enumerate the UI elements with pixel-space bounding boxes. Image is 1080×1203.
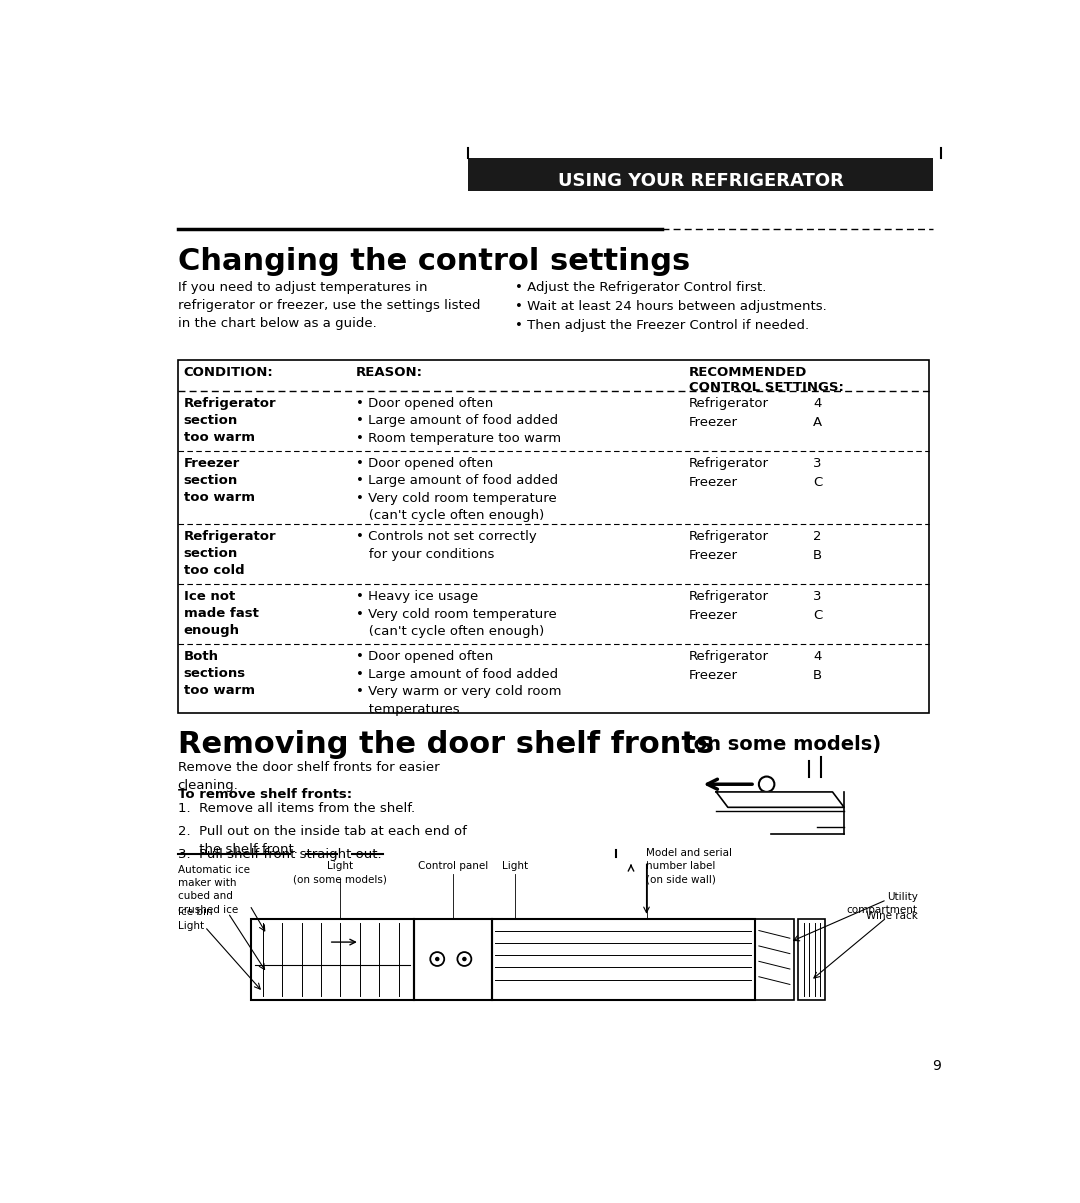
Text: 3
C: 3 C <box>813 457 822 488</box>
Text: Refrigerator
Freezer: Refrigerator Freezer <box>689 397 769 429</box>
Text: Both
sections
too warm: Both sections too warm <box>184 651 255 698</box>
Text: Light: Light <box>502 861 528 871</box>
Text: • Controls not set correctly
   for your conditions: • Controls not set correctly for your co… <box>356 531 537 561</box>
Text: To remove shelf fronts:: To remove shelf fronts: <box>177 788 352 801</box>
Text: CONDITION:: CONDITION: <box>184 366 273 379</box>
Text: 4
B: 4 B <box>813 651 822 682</box>
Text: 2
B: 2 B <box>813 531 822 562</box>
Text: Model and serial
number label
(on side wall): Model and serial number label (on side w… <box>647 848 732 884</box>
Bar <box>469 159 933 190</box>
Text: Refrigerator
section
too cold: Refrigerator section too cold <box>184 531 276 577</box>
Bar <box>177 360 930 713</box>
Text: Refrigerator
Freezer: Refrigerator Freezer <box>689 457 769 488</box>
Text: Control panel: Control panel <box>418 861 488 871</box>
Circle shape <box>435 958 438 960</box>
Text: • Adjust the Refrigerator Control first.
• Wait at least 24 hours between adjust: • Adjust the Refrigerator Control first.… <box>515 282 826 332</box>
Text: • Door opened often
• Large amount of food added
• Room temperature too warm: • Door opened often • Large amount of fo… <box>356 397 561 445</box>
Bar <box>755 919 794 1000</box>
Circle shape <box>463 958 465 960</box>
Text: Light
(on some models): Light (on some models) <box>294 861 388 884</box>
Text: (on some models): (on some models) <box>677 735 880 754</box>
Text: 4
A: 4 A <box>813 397 822 429</box>
Text: • Door opened often
• Large amount of food added
• Very warm or very cold room
 : • Door opened often • Large amount of fo… <box>356 651 562 716</box>
Text: 3.  Pull shelf front straight out.: 3. Pull shelf front straight out. <box>177 848 381 861</box>
Text: Automatic ice
maker with
cubed and
crushed ice: Automatic ice maker with cubed and crush… <box>177 865 249 914</box>
Text: Refrigerator
section
too warm: Refrigerator section too warm <box>184 397 276 444</box>
Bar <box>798 919 825 1000</box>
Bar <box>491 919 755 1000</box>
Text: 3
C: 3 C <box>813 591 822 622</box>
Text: • Door opened often
• Large amount of food added
• Very cold room temperature
  : • Door opened often • Large amount of fo… <box>356 457 558 522</box>
Text: • Heavy ice usage
• Very cold room temperature
   (can't cycle often enough): • Heavy ice usage • Very cold room tempe… <box>356 591 556 638</box>
Text: 2.  Pull out on the inside tab at each end of
     the shelf front.: 2. Pull out on the inside tab at each en… <box>177 825 467 857</box>
Text: Refrigerator
Freezer: Refrigerator Freezer <box>689 591 769 622</box>
Text: 9: 9 <box>932 1059 941 1073</box>
Text: Ice not
made fast
enough: Ice not made fast enough <box>184 591 259 638</box>
Text: Removing the door shelf fronts: Removing the door shelf fronts <box>177 730 714 759</box>
Polygon shape <box>716 792 845 807</box>
Text: Freezer
section
too warm: Freezer section too warm <box>184 457 255 504</box>
Text: Changing the control settings: Changing the control settings <box>177 247 690 275</box>
Text: USING YOUR REFRIGERATOR: USING YOUR REFRIGERATOR <box>557 172 843 190</box>
Text: Ice bin: Ice bin <box>177 907 213 918</box>
Bar <box>252 919 414 1000</box>
Bar <box>414 919 491 1000</box>
Text: REASON:: REASON: <box>356 366 423 379</box>
Text: RECOMMENDED
CONTROL SETTINGS:: RECOMMENDED CONTROL SETTINGS: <box>689 366 843 395</box>
Text: Wine rack: Wine rack <box>866 912 918 921</box>
Text: Light: Light <box>177 920 204 930</box>
Text: If you need to adjust temperatures in
refrigerator or freezer, use the settings : If you need to adjust temperatures in re… <box>177 282 481 331</box>
Text: 1.  Remove all items from the shelf.: 1. Remove all items from the shelf. <box>177 802 415 814</box>
Text: Refrigerator
Freezer: Refrigerator Freezer <box>689 531 769 562</box>
Text: Refrigerator
Freezer: Refrigerator Freezer <box>689 651 769 682</box>
Text: Remove the door shelf fronts for easier
cleaning.: Remove the door shelf fronts for easier … <box>177 761 440 792</box>
Text: Utility
compartment: Utility compartment <box>847 893 918 915</box>
